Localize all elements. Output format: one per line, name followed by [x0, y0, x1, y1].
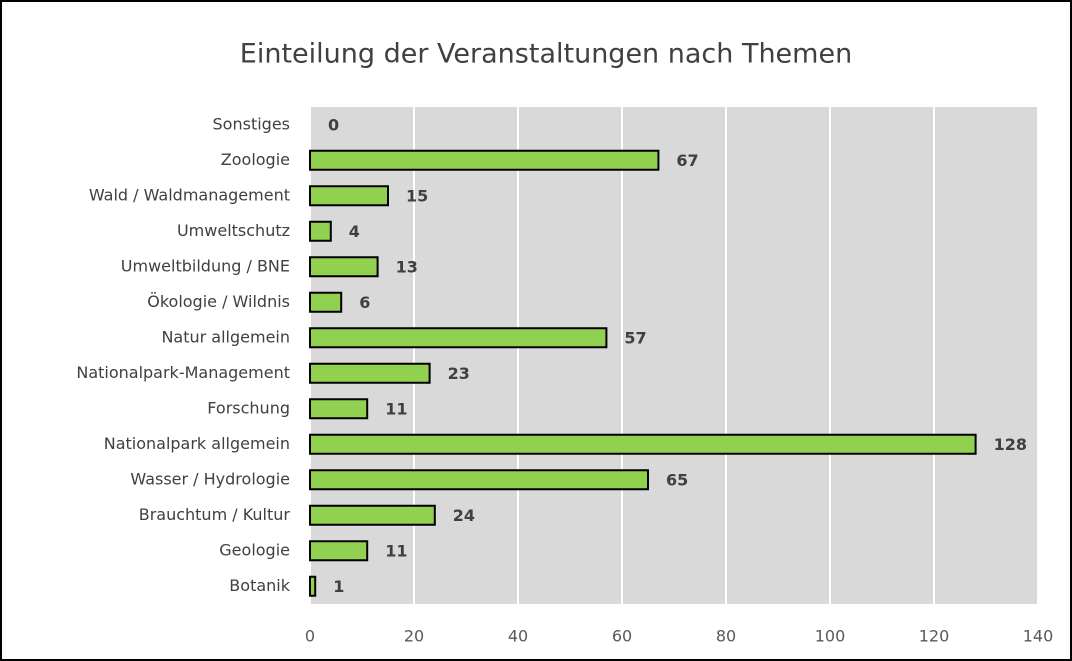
value-label: 11: [385, 541, 407, 560]
x-tick-label: 20: [404, 627, 424, 646]
value-label: 65: [666, 470, 688, 489]
bar: [309, 220, 332, 242]
y-tick-label: Wasser / Hydrologie: [130, 469, 290, 488]
x-tick-label: 80: [716, 627, 736, 646]
y-tick-label: Nationalpark allgemein: [104, 434, 290, 453]
value-label: 4: [349, 222, 360, 241]
value-label: 6: [359, 293, 370, 312]
bar: [309, 256, 379, 278]
x-tick-label: 40: [508, 627, 528, 646]
bar: [309, 327, 608, 349]
bar: [309, 469, 649, 491]
y-tick-label: Umweltschutz: [177, 221, 290, 240]
y-tick-label: Forschung: [207, 398, 290, 417]
y-tick-label: Botanik: [229, 576, 290, 595]
value-label: 1: [333, 577, 344, 596]
x-tick-label: 120: [919, 627, 950, 646]
value-label: 57: [624, 328, 646, 347]
value-label: 67: [676, 151, 698, 170]
x-tick-label: 100: [815, 627, 846, 646]
y-tick-label: Sonstiges: [213, 114, 290, 133]
value-label: 23: [448, 364, 470, 383]
y-tick-label: Brauchtum / Kultur: [139, 505, 291, 524]
value-label: 24: [453, 506, 475, 525]
x-tick-label: 140: [1023, 627, 1054, 646]
bar: [309, 291, 343, 313]
value-label: 128: [994, 435, 1027, 454]
bar: [309, 398, 369, 420]
bar: [309, 504, 436, 526]
y-tick-label: Geologie: [219, 540, 290, 559]
bar: [309, 433, 977, 455]
bar: [309, 149, 660, 171]
chart-title: Einteilung der Veranstaltungen nach Them…: [240, 39, 852, 70]
x-tick-label: 60: [612, 627, 632, 646]
x-tick-label: 0: [305, 627, 315, 646]
value-label: 13: [396, 257, 418, 276]
y-tick-label: Umweltbildung / BNE: [121, 256, 290, 275]
bar: [309, 185, 389, 207]
bar: [309, 362, 431, 384]
value-label: 11: [385, 399, 407, 418]
y-tick-label: Natur allgemein: [161, 327, 290, 346]
y-tick-label: Zoologie: [221, 150, 290, 169]
bar: [309, 575, 317, 597]
plot-area: [310, 107, 1038, 604]
value-label: 0: [328, 115, 339, 134]
y-tick-label: Wald / Waldmanagement: [89, 185, 290, 204]
y-tick-label: Nationalpark-Management: [76, 363, 290, 382]
y-tick-label: Ökologie / Wildnis: [147, 292, 290, 311]
value-label: 15: [406, 186, 428, 205]
bar: [309, 540, 369, 562]
